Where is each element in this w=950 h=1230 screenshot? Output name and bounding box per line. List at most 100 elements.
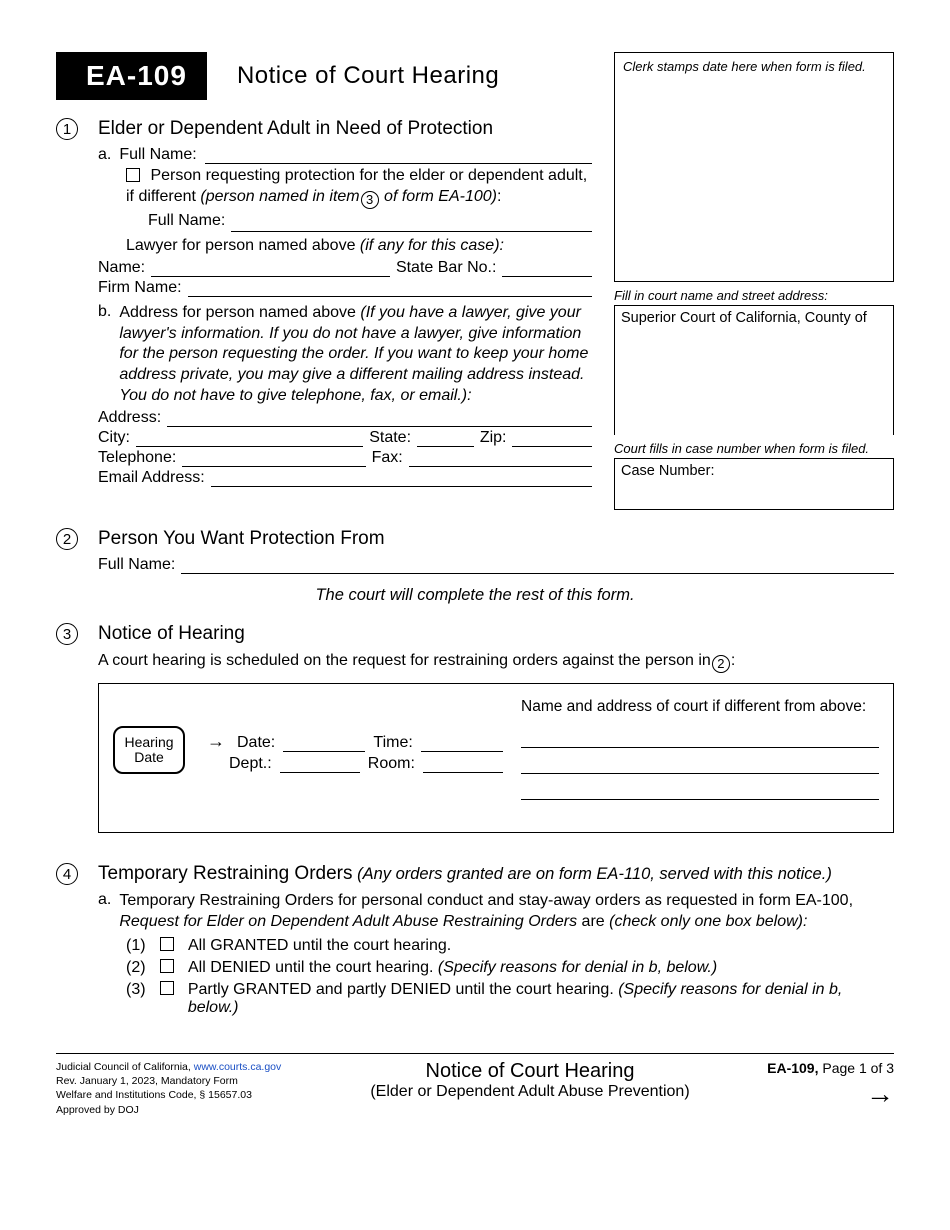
section-3: 3 Notice of Hearing A court hearing is s… [56, 623, 894, 833]
tel-input[interactable] [182, 449, 365, 467]
s2-full-name-input[interactable] [181, 556, 894, 574]
footer-link[interactable]: www.courts.ca.gov [194, 1061, 282, 1073]
opt2-prefix: All DENIED until the court hearing. [188, 959, 438, 976]
requester-italic1: (person named in item [200, 188, 359, 205]
section-1-title: Elder or Dependent Adult in Need of Prot… [98, 118, 592, 140]
footer-l4: Approved by DOJ [56, 1104, 139, 1116]
arrow-icon: → [207, 731, 225, 752]
top-columns: EA-109 Notice of Court Hearing 1 Elder o… [56, 52, 894, 510]
city-label: City: [98, 429, 130, 447]
court-addr-line-2[interactable] [521, 752, 879, 774]
page-footer: Judicial Council of California, www.cour… [56, 1053, 894, 1117]
footer-left: Judicial Council of California, www.cour… [56, 1060, 316, 1117]
footer-l1: Judicial Council of California, [56, 1061, 194, 1073]
bar-input[interactable] [502, 259, 592, 277]
city-input[interactable] [136, 429, 363, 447]
address-input[interactable] [167, 409, 592, 427]
next-page-arrow-icon: → [744, 1086, 894, 1103]
footer-l2: Rev. January 1, 2023, Mandatory Form [56, 1075, 238, 1087]
requester-checkbox[interactable] [126, 168, 140, 182]
full-name-input[interactable] [205, 146, 592, 164]
case-number-box: Case Number: [614, 458, 894, 510]
date-label: Date: [237, 734, 275, 752]
case-fill-label: Court fills in case number when form is … [614, 441, 894, 456]
req-full-name-label: Full Name: [148, 211, 225, 232]
option-1-row: (1) All GRANTED until the court hearing. [126, 937, 894, 955]
room-input[interactable] [423, 755, 503, 773]
fax-label: Fax: [372, 449, 403, 467]
requester-colon: : [497, 188, 501, 205]
section-number-3: 3 [56, 623, 78, 645]
requester-block: Person requesting protection for the eld… [126, 166, 592, 232]
opt1-num: (1) [126, 937, 152, 955]
ref-circle-2: 2 [712, 655, 730, 673]
section-1b-text: Address for person named above (If you h… [119, 303, 592, 407]
opt1-checkbox[interactable] [160, 937, 174, 951]
center-note: The court will complete the rest of this… [56, 586, 894, 605]
footer-subtitle: (Elder or Dependent Adult Abuse Preventi… [336, 1083, 724, 1101]
s4-title-italic: (Any orders granted are on form EA-110, … [352, 865, 831, 883]
page: EA-109 Notice of Court Hearing 1 Elder o… [0, 0, 950, 1147]
s4a-text: Temporary Restraining Orders for persona… [119, 891, 894, 933]
court-fill-label: Fill in court name and street address: [614, 288, 894, 303]
hearing-badge-l1: Hearing [124, 735, 173, 750]
s3-intro: A court hearing is scheduled on the requ… [98, 651, 894, 673]
time-input[interactable] [421, 734, 503, 752]
hearing-box: Hearing Date → Date: Time: Dept.: Room: [98, 683, 894, 833]
hearing-badge-l2: Date [134, 750, 164, 765]
left-column: EA-109 Notice of Court Hearing 1 Elder o… [56, 52, 592, 489]
section-1a: a. Full Name: [98, 146, 592, 164]
req-full-name-input[interactable] [231, 214, 592, 232]
bar-label: State Bar No.: [396, 259, 497, 277]
opt2-italic: (Specify reasons for denial in b, below.… [438, 959, 717, 976]
state-input[interactable] [417, 429, 474, 447]
date-input[interactable] [283, 734, 365, 752]
footer-l3: Welfare and Institutions Code, § 15657.0… [56, 1089, 252, 1101]
s4a-italic2: (check only one box below): [609, 913, 807, 930]
s4-title-text: Temporary Restraining Orders [98, 863, 352, 884]
zip-input[interactable] [512, 429, 592, 447]
label-1b: b. [98, 303, 111, 321]
s4a-italic1: Request for Elder on Dependent Adult Abu… [119, 913, 577, 930]
requester-italic2: of form EA-100) [380, 188, 497, 205]
s2-full-name-label: Full Name: [98, 556, 175, 574]
tel-label: Telephone: [98, 449, 176, 467]
footer-code: EA-109, [767, 1060, 822, 1076]
form-title: Notice of Court Hearing [207, 52, 499, 90]
form-header: EA-109 Notice of Court Hearing [56, 52, 592, 100]
footer-page: Page 1 of 3 [822, 1060, 894, 1076]
fax-input[interactable] [409, 449, 592, 467]
opt3-text: Partly GRANTED and partly DENIED until t… [188, 981, 894, 1017]
hearing-right-title: Name and address of court if different f… [521, 698, 879, 716]
hearing-date-badge: Hearing Date [113, 726, 185, 774]
footer-right: EA-109, Page 1 of 3 → [744, 1060, 894, 1103]
opt3-prefix: Partly GRANTED and partly DENIED until t… [188, 981, 618, 998]
court-box: Superior Court of California, County of [614, 305, 894, 435]
address-label: Address: [98, 409, 161, 427]
s4a-mid: are [577, 913, 609, 930]
right-column: Clerk stamps date here when form is file… [614, 52, 894, 510]
email-input[interactable] [211, 469, 592, 487]
s3-intro-suffix: : [731, 652, 735, 669]
s3-intro-prefix: A court hearing is scheduled on the requ… [98, 652, 711, 669]
option-3-row: (3) Partly GRANTED and partly DENIED unt… [126, 981, 894, 1017]
court-addr-line-1[interactable] [521, 726, 879, 748]
lawyer-italic: (if any for this case): [360, 237, 504, 254]
section-number-1: 1 [56, 118, 78, 140]
section-number-2: 2 [56, 528, 78, 550]
full-name-label: Full Name: [119, 146, 196, 164]
dept-input[interactable] [280, 755, 360, 773]
footer-center: Notice of Court Hearing (Elder or Depend… [336, 1060, 724, 1101]
lawyer-name-label: Name: [98, 259, 145, 277]
hearing-right: Name and address of court if different f… [521, 698, 879, 804]
court-addr-line-3[interactable] [521, 778, 879, 800]
opt2-checkbox[interactable] [160, 959, 174, 973]
option-2-row: (2) All DENIED until the court hearing. … [126, 959, 894, 977]
court-name: Superior Court of California, County of [621, 310, 867, 326]
lawyer-name-input[interactable] [151, 259, 390, 277]
section-4-title: Temporary Restraining Orders (Any orders… [98, 863, 894, 885]
opt1-text: All GRANTED until the court hearing. [188, 937, 451, 955]
firm-input[interactable] [188, 279, 592, 297]
firm-label: Firm Name: [98, 279, 182, 297]
opt3-checkbox[interactable] [160, 981, 174, 995]
